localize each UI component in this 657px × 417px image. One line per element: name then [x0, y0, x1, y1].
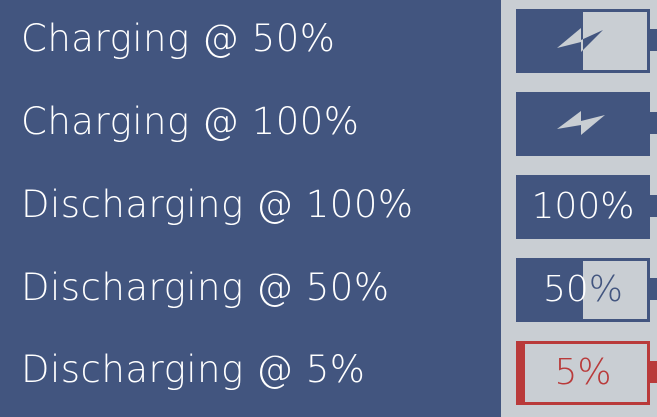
battery-fill — [519, 178, 647, 236]
battery-percent-value: 100% — [531, 186, 635, 227]
battery-body: 100% — [516, 175, 650, 239]
battery-tip — [650, 195, 657, 217]
row-label-discharging-5: Discharging @ 5% — [21, 348, 366, 391]
battery-charging-100 — [516, 92, 657, 156]
battery-empty — [583, 12, 647, 70]
row-label-discharging-100: Discharging @ 100% — [21, 183, 414, 226]
battery-fill — [519, 344, 526, 402]
battery-fill — [519, 261, 583, 319]
battery-tip — [650, 112, 657, 134]
lightning-bolt-icon — [557, 111, 605, 135]
battery-body — [516, 92, 650, 156]
battery-percent-text: 50% — [519, 261, 647, 319]
battery-empty — [583, 261, 647, 319]
battery-body — [516, 9, 650, 73]
battery-discharging-5: 5% — [516, 341, 657, 405]
row-label-charging-50: Charging @ 50% — [21, 17, 336, 60]
row-label-charging-100: Charging @ 100% — [21, 100, 360, 143]
battery-tip — [650, 361, 657, 383]
battery-percent-sign: % — [588, 269, 624, 310]
battery-tip — [650, 29, 657, 51]
battery-body: 5% — [516, 341, 650, 405]
battery-percent-value: 50 — [542, 269, 589, 310]
battery-discharging-100: 100% — [516, 175, 657, 239]
battery-percent-value: 5% — [554, 352, 612, 393]
row-label-discharging-50: Discharging @ 50% — [21, 266, 390, 309]
battery-percent-text: 100% — [519, 178, 647, 236]
lightning-bolt-icon — [557, 28, 603, 52]
battery-body: 50% — [516, 258, 650, 322]
battery-discharging-50: 50% — [516, 258, 657, 322]
battery-percent-text: 5% — [519, 344, 647, 402]
battery-tip — [650, 278, 657, 300]
battery-charging-50 — [516, 9, 657, 73]
